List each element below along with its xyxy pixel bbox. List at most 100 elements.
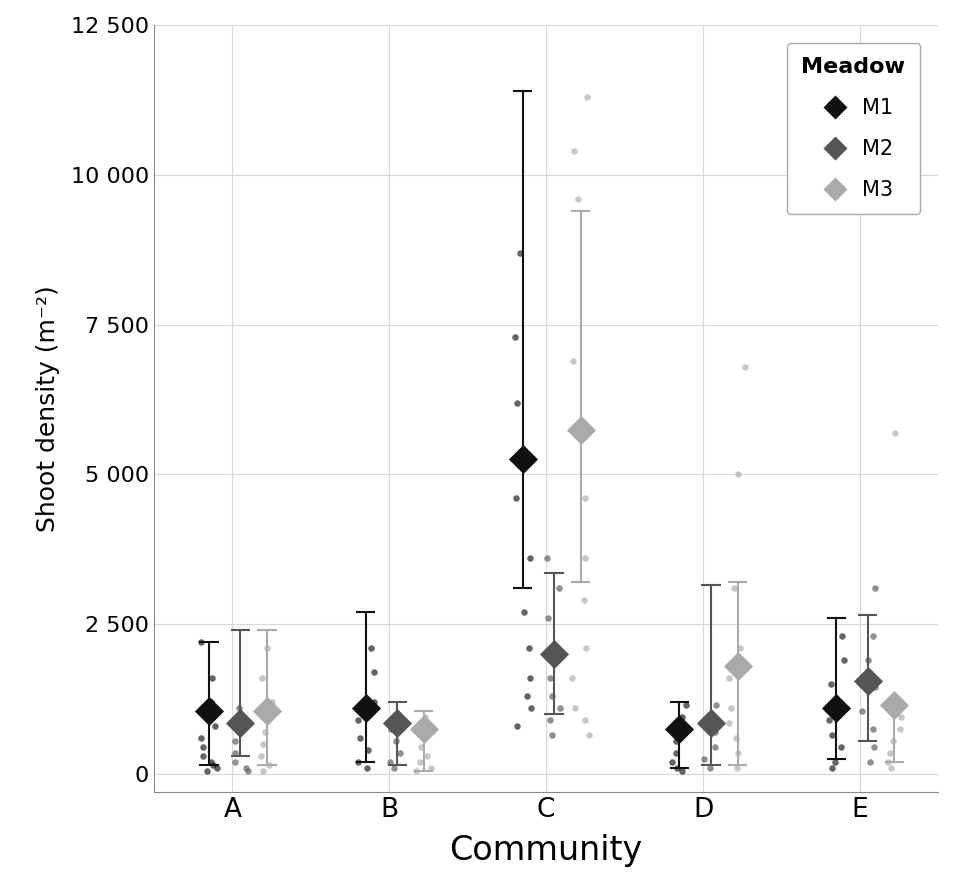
Point <box>674 765 690 779</box>
Point <box>552 582 567 596</box>
Point <box>508 492 523 506</box>
Point <box>668 746 684 760</box>
Point <box>824 761 839 775</box>
Point <box>522 552 538 566</box>
Point <box>703 761 718 775</box>
Point <box>194 731 209 745</box>
Point <box>564 671 580 685</box>
Point <box>227 735 243 749</box>
Point <box>676 722 691 736</box>
Point <box>882 746 898 760</box>
Point <box>867 582 882 596</box>
Point <box>254 671 269 685</box>
Y-axis label: Shoot density (m⁻²): Shoot density (m⁻²) <box>35 286 60 532</box>
Point <box>360 761 375 775</box>
Point <box>262 758 277 773</box>
Point <box>827 755 842 769</box>
Point <box>885 735 901 749</box>
Point <box>566 143 582 157</box>
X-axis label: Community: Community <box>450 834 643 867</box>
Point <box>865 722 881 736</box>
Point <box>350 755 366 769</box>
Point <box>708 725 723 739</box>
Point <box>696 752 711 766</box>
Point <box>578 713 593 728</box>
Point <box>522 671 538 685</box>
Point <box>704 711 719 725</box>
Point <box>552 701 567 715</box>
Point <box>668 735 684 749</box>
Point <box>547 642 562 656</box>
Point <box>829 701 844 715</box>
Point <box>510 395 525 409</box>
Point <box>205 758 221 773</box>
Legend: M1, M2, M3: M1, M2, M3 <box>787 42 920 215</box>
Point <box>707 740 722 754</box>
Point <box>360 743 375 758</box>
Point <box>855 705 870 719</box>
Point <box>389 735 404 749</box>
Point <box>412 755 427 769</box>
Point <box>209 761 224 775</box>
Point <box>731 746 746 760</box>
Point <box>260 642 275 656</box>
Point <box>730 468 745 482</box>
Point <box>393 746 408 760</box>
Point <box>577 593 592 607</box>
Point <box>253 750 268 764</box>
Point <box>887 425 902 439</box>
Point <box>668 761 684 775</box>
Point <box>423 761 438 775</box>
Point <box>350 713 366 728</box>
Point <box>573 423 588 437</box>
Point <box>867 681 882 695</box>
Point <box>229 722 244 736</box>
Point <box>708 698 723 713</box>
Point <box>366 696 381 710</box>
Point <box>358 701 373 715</box>
Point <box>203 696 219 710</box>
Point <box>419 750 435 764</box>
Point <box>510 720 525 734</box>
Point <box>416 725 432 739</box>
Point <box>723 701 738 715</box>
Point <box>517 606 532 620</box>
Point <box>727 582 742 596</box>
Point <box>544 690 560 704</box>
Point <box>821 713 837 728</box>
Point <box>722 671 737 685</box>
Point <box>257 725 272 739</box>
Point <box>665 755 680 769</box>
Point <box>883 761 899 775</box>
Point <box>231 701 246 715</box>
Point <box>582 728 597 743</box>
Point <box>227 746 243 760</box>
Point <box>860 674 876 689</box>
Point <box>546 647 562 661</box>
Point <box>825 698 840 713</box>
Point <box>227 755 243 769</box>
Point <box>202 705 217 719</box>
Point <box>416 722 432 736</box>
Point <box>837 653 852 667</box>
Point <box>674 711 690 725</box>
Point <box>265 696 280 710</box>
Point <box>579 642 594 656</box>
Point <box>259 711 274 725</box>
Point <box>703 716 718 730</box>
Point <box>233 716 248 730</box>
Point <box>203 755 219 769</box>
Point <box>730 761 745 775</box>
Point <box>256 737 271 751</box>
Point <box>521 642 537 656</box>
Point <box>544 728 560 743</box>
Point <box>570 192 585 206</box>
Point <box>729 731 744 745</box>
Point <box>824 728 839 743</box>
Point <box>737 360 753 374</box>
Point <box>542 671 558 685</box>
Point <box>193 636 208 650</box>
Point <box>565 354 581 368</box>
Point <box>196 740 211 754</box>
Point <box>860 653 876 667</box>
